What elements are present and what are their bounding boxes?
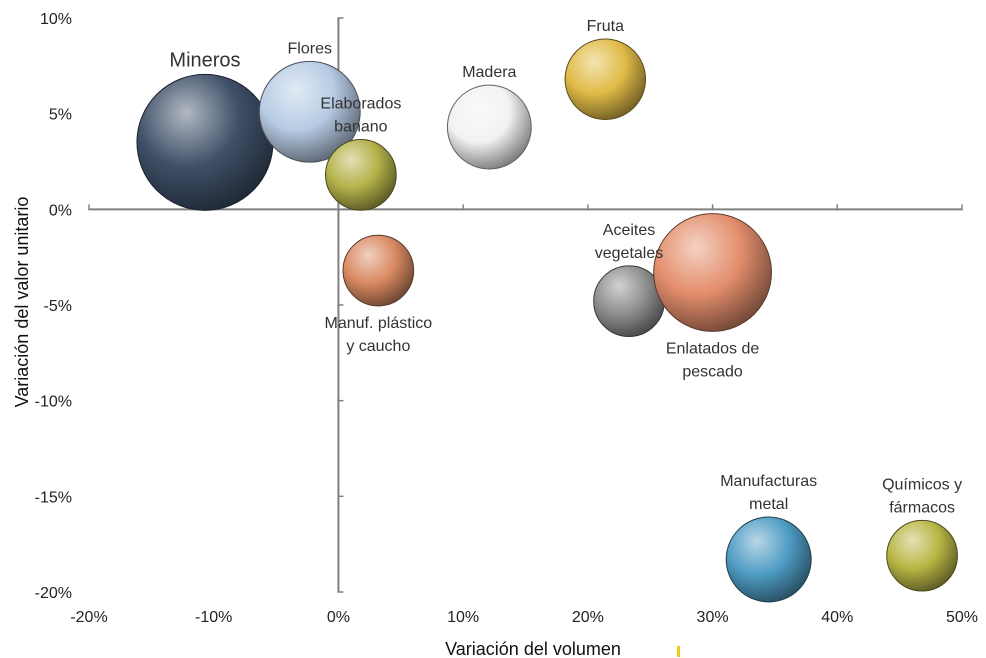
bubble	[325, 139, 397, 211]
y-tick-label: -20%	[35, 585, 72, 602]
axes: -20% -10% 0% 10% 20% 30% 40% 50% 10% 5% 0% -5% -10% -…	[35, 11, 978, 626]
bubble-label: vegetales	[595, 245, 664, 262]
bubble-label: Químicos y	[882, 476, 962, 493]
bubble-label: Enlatados de	[666, 340, 760, 357]
y-tick-label: -10%	[35, 394, 72, 411]
y-tick-label: 10%	[40, 11, 72, 28]
bubble	[886, 519, 958, 592]
bubble-label: Elaborados	[320, 96, 401, 113]
bubble	[136, 73, 274, 211]
decorative-marker	[677, 646, 680, 657]
x-tick-label: -10%	[195, 609, 232, 626]
bubble	[342, 234, 415, 307]
bubble-label: y caucho	[346, 338, 410, 355]
bubble-label: banano	[334, 119, 387, 136]
y-axis-title: Variación del valor unitario	[12, 197, 32, 408]
x-axis-title: Variación del volumen	[445, 639, 621, 658]
bubble	[258, 60, 361, 163]
bubble-label: Manuf. plástico	[325, 315, 433, 332]
bubble	[564, 38, 647, 120]
x-tick-label: 30%	[697, 609, 729, 626]
y-tick-label: -15%	[35, 489, 72, 506]
y-tick-label: 5%	[49, 107, 72, 124]
bubble-label: Flores	[288, 40, 332, 57]
x-tick-label: 10%	[447, 609, 479, 626]
x-tick-label: 0%	[327, 609, 350, 626]
x-tick-label: 20%	[572, 609, 604, 626]
bubble-label: Mineros	[169, 49, 240, 71]
bubble	[653, 213, 772, 332]
bubble-label: pescado	[682, 363, 743, 380]
bubble	[446, 84, 532, 170]
bubble-label: Fruta	[587, 18, 624, 35]
x-tick-label: -20%	[70, 609, 107, 626]
x-tick-label: 50%	[946, 609, 978, 626]
bubble-label: Aceites	[603, 222, 655, 239]
y-tick-label: -5%	[44, 298, 72, 315]
bubble-label: Madera	[462, 64, 516, 81]
bubble-label: metal	[749, 496, 788, 513]
bubble-label: fármacos	[889, 499, 955, 516]
bubble	[725, 516, 812, 603]
x-tick-label: 40%	[821, 609, 853, 626]
bubbles	[136, 38, 958, 603]
bubble-labels: Mineros Flores Elaborados banano Madera Fruta…	[169, 18, 962, 516]
bubble-label: Manufacturas	[720, 473, 817, 490]
y-tick-label: 0%	[49, 202, 72, 219]
